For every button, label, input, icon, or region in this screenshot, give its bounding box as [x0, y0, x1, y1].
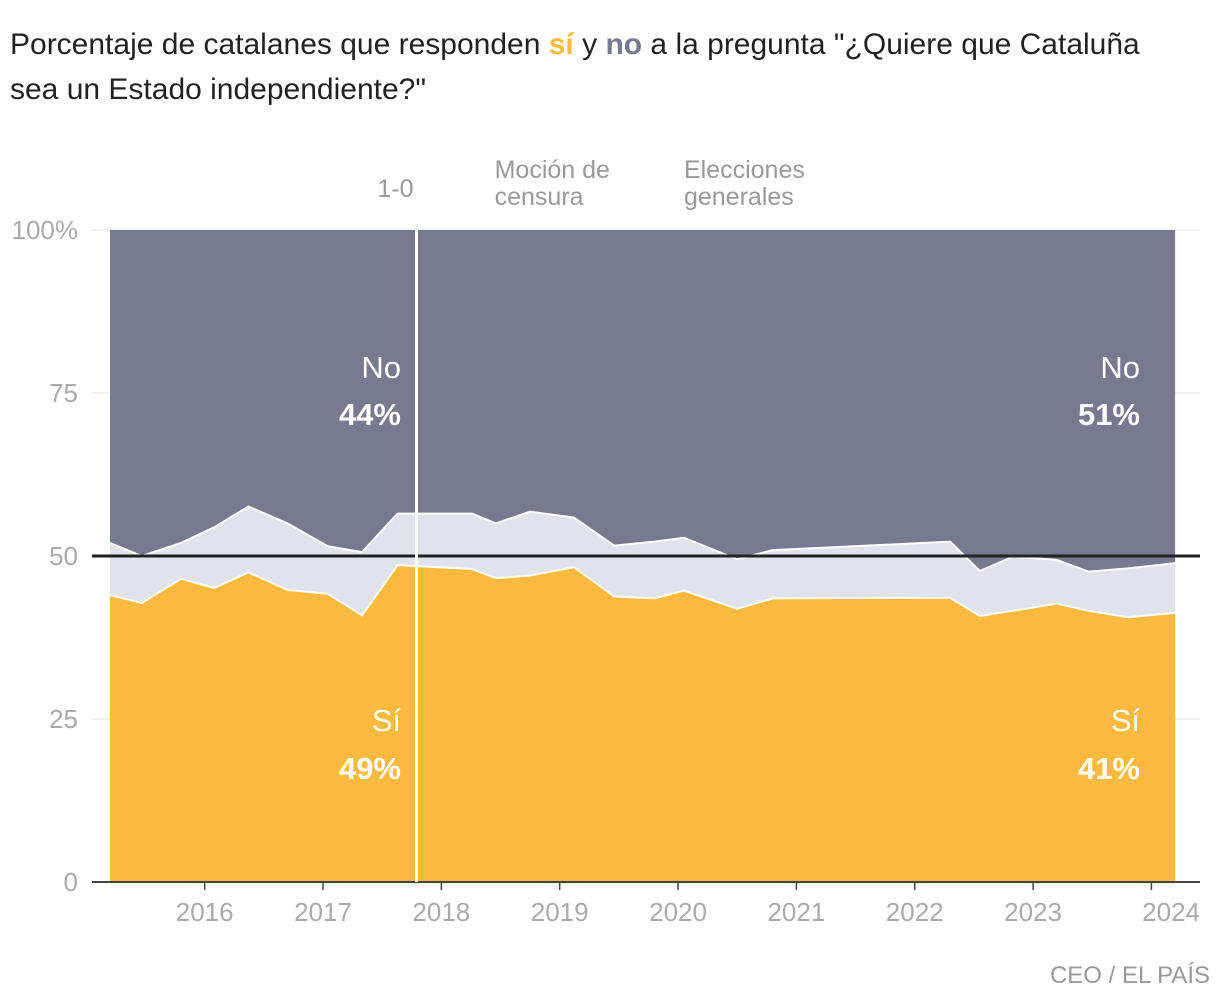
- y-tick-label: 75: [49, 378, 78, 408]
- y-axis: 100% 75 50 25 0: [12, 215, 79, 897]
- x-tick-label: 2018: [412, 897, 470, 927]
- callout-value: 49%: [339, 751, 401, 786]
- title-si-highlight: sí: [548, 28, 574, 61]
- event-label: Elecciones: [684, 156, 805, 184]
- chart-title: Porcentaje de catalanes que responden sí…: [10, 22, 1190, 112]
- area-no: [110, 230, 1176, 572]
- y-tick-label: 50: [49, 541, 78, 571]
- y-tick-label: 100%: [12, 215, 79, 245]
- title-middle: y: [573, 28, 606, 61]
- area-callouts: No 44% No 51% Sí 49% Sí 41%: [339, 350, 1140, 786]
- title-before: Porcentaje de catalanes que responden: [10, 28, 549, 61]
- title-no-highlight: no: [605, 28, 643, 61]
- callout-value: 51%: [1078, 397, 1140, 432]
- callout-label: Sí: [372, 703, 402, 738]
- line-si-top: [109, 564, 1176, 619]
- callout-value: 44%: [339, 397, 401, 432]
- line-no-bottom: [109, 505, 1176, 573]
- area-si: [110, 565, 1176, 882]
- x-tick-label: 2016: [176, 897, 234, 927]
- callout-label: No: [361, 350, 401, 385]
- y-tick-label: 25: [49, 704, 78, 734]
- source-credit: CEO / EL PAÍS: [1049, 962, 1210, 989]
- x-axis: 2016 2017 2018 2019 2020 2021 2022 2023 2024: [92, 881, 1200, 927]
- x-tick-label: 2023: [1004, 897, 1062, 927]
- event-label: Moción de: [495, 156, 610, 184]
- event-label: censura: [495, 183, 584, 211]
- x-tick-label: 2017: [294, 897, 352, 927]
- x-tick-label: 2021: [767, 897, 825, 927]
- callout-label: Sí: [1111, 703, 1141, 738]
- callout-label: No: [1100, 350, 1140, 385]
- x-tick-label: 2020: [649, 897, 707, 927]
- event-label: 1-0: [377, 175, 413, 203]
- y-tick-label: 0: [64, 867, 78, 897]
- title-after: a la pregunta "¿Quiere que Cataluña sea …: [10, 28, 1140, 106]
- x-tick-label: 2019: [531, 897, 589, 927]
- x-tick-label: 2022: [886, 897, 944, 927]
- callout-value: 41%: [1078, 751, 1140, 786]
- x-tick-label: 2024: [1142, 897, 1200, 927]
- area-ns-nc: [110, 506, 1176, 618]
- event-label: generales: [684, 183, 794, 211]
- chart-areas: [109, 230, 1176, 882]
